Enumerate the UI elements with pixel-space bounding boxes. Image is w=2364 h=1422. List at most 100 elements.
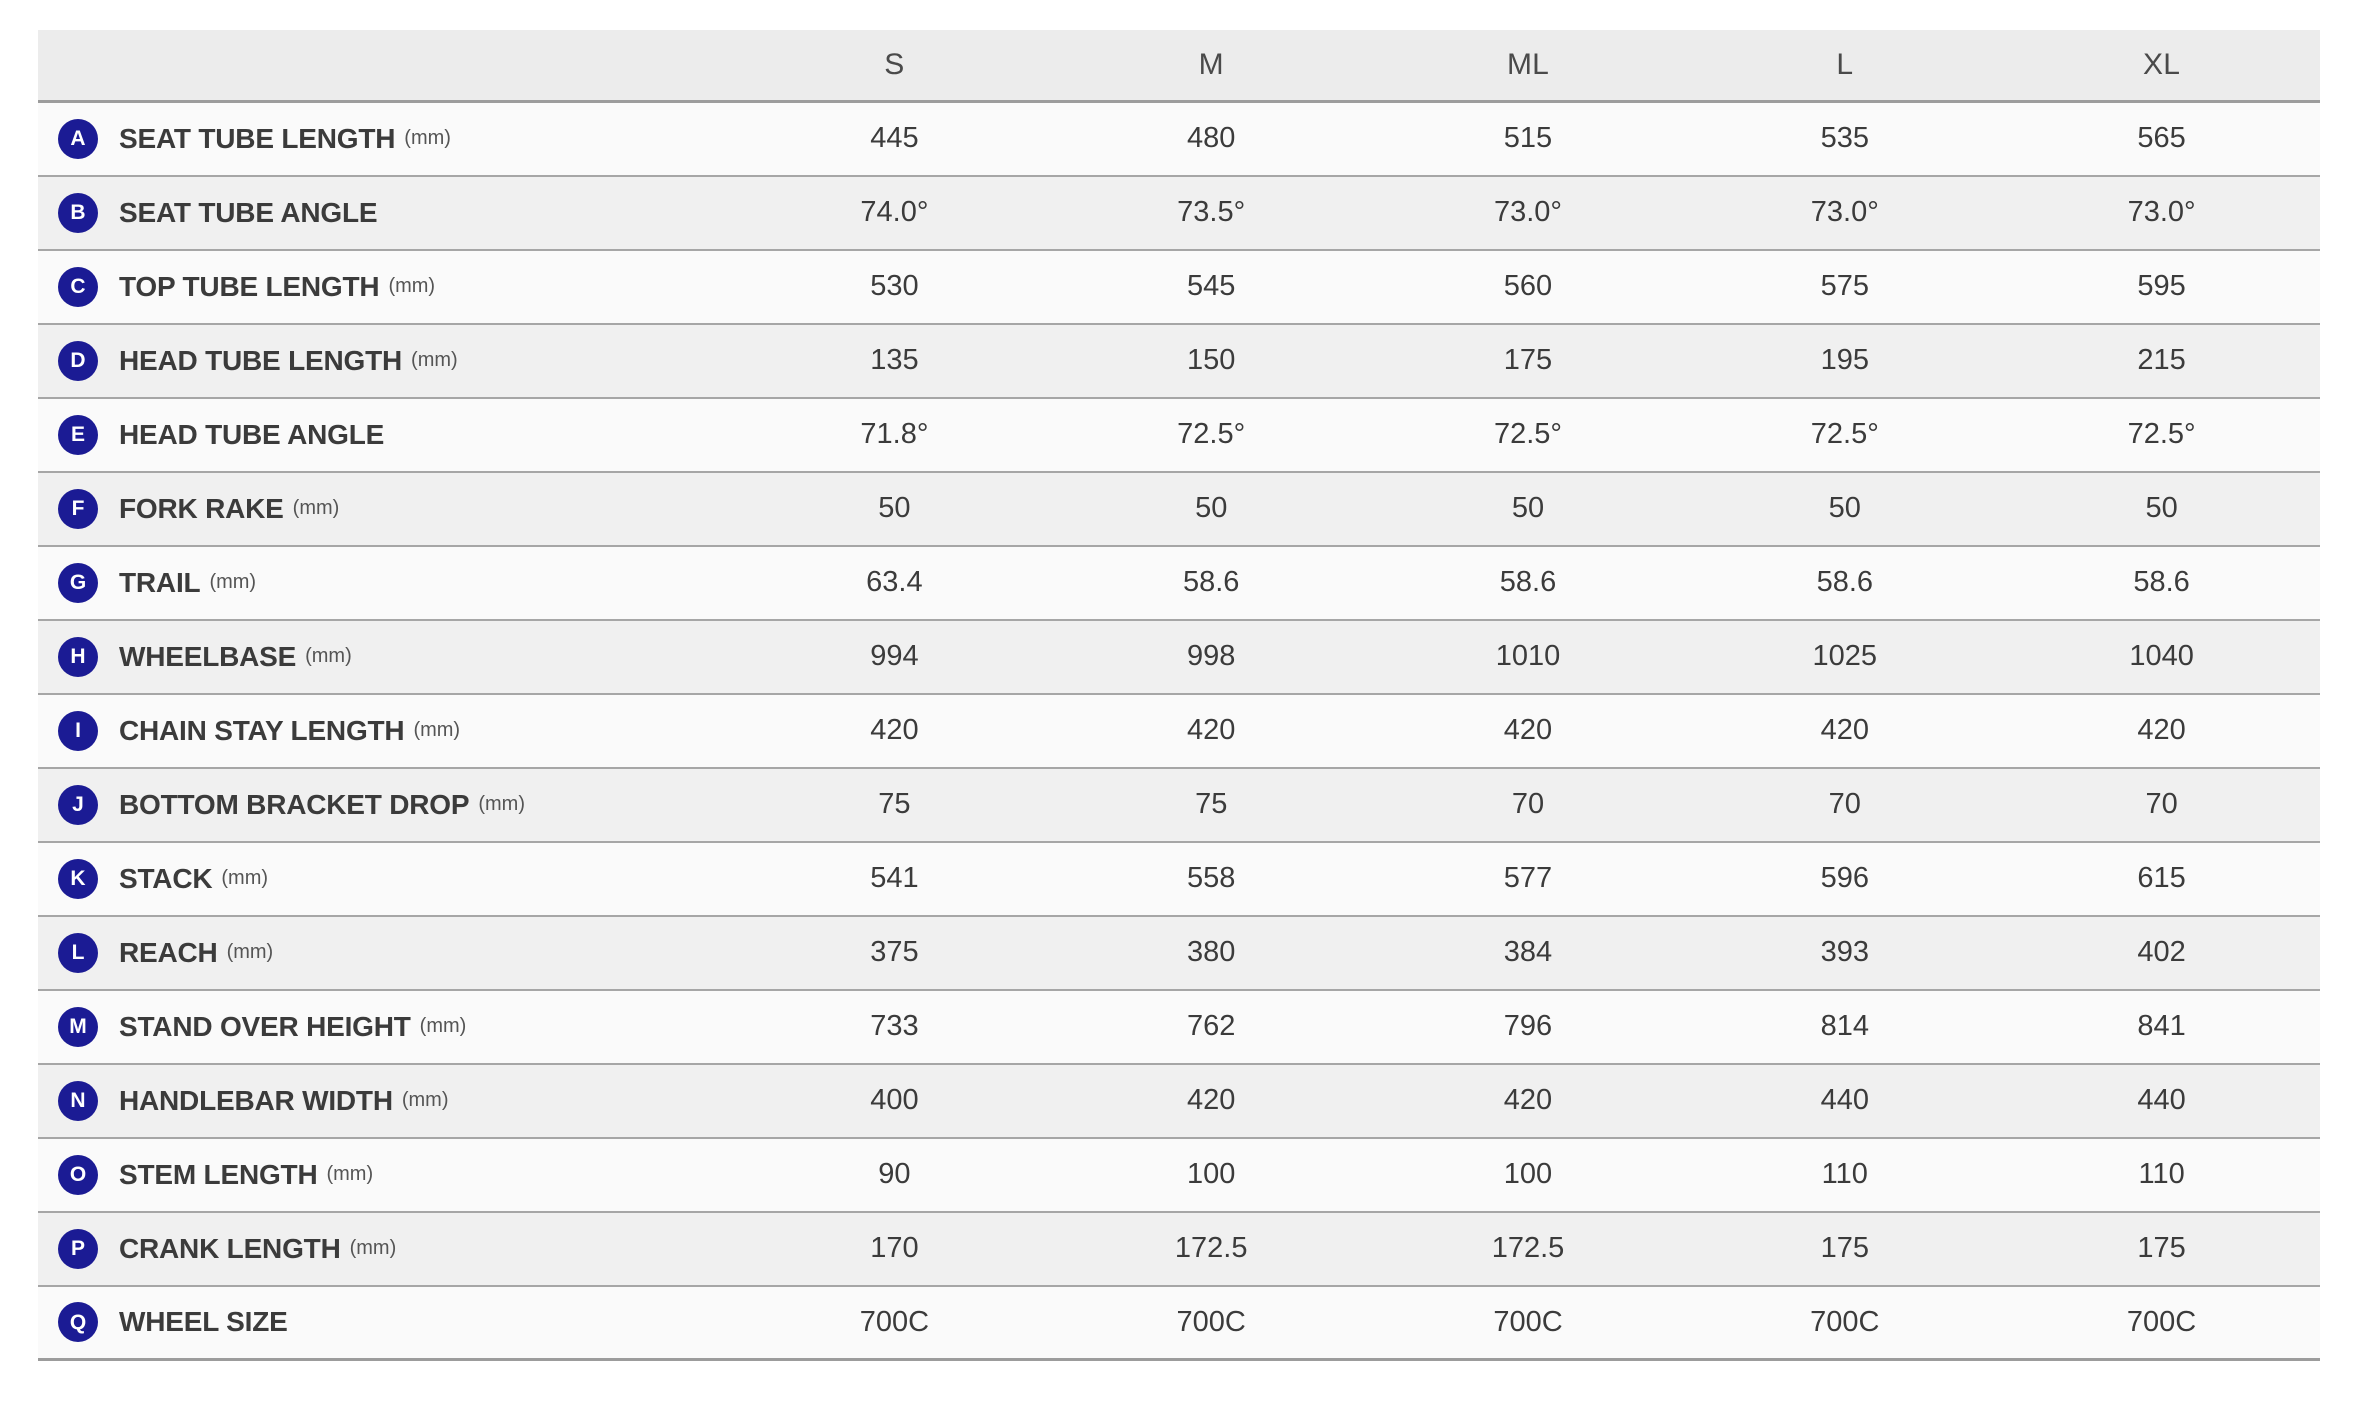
spec-value-xl: 215 [2137, 344, 2186, 376]
spec-label-group: O STEM LENGTH (mm) [58, 1154, 735, 1195]
size-header-row: S M ML L XL [38, 30, 2320, 103]
spec-value-s: 994 [870, 640, 919, 672]
spec-value-m: 150 [1187, 344, 1236, 376]
spec-value-xl: 70 [2145, 788, 2178, 820]
spec-value-xl: 565 [2137, 122, 2186, 155]
spec-label-group: I CHAIN STAY LENGTH (mm) [58, 710, 735, 751]
spec-value-ml: 515 [1503, 122, 1553, 155]
table-row: N HANDLEBAR WIDTH (mm) 400 420 420 440 4… [38, 1063, 2320, 1138]
spec-label: TRAIL [119, 566, 201, 598]
table-row: L REACH (mm) 375 380 384 393 402 [38, 915, 2320, 990]
spec-value-m: 58.6 [1182, 566, 1240, 598]
spec-value-ml: 172.5 [1491, 1232, 1565, 1264]
spec-value-s: 135 [870, 344, 919, 376]
spec-value-ml: 70 [1511, 788, 1545, 820]
spec-value-ml: 420 [1503, 714, 1553, 746]
letter-badge: B [58, 192, 98, 233]
spec-label: BOTTOM BRACKET DROP [119, 788, 470, 820]
table-row: O STEM LENGTH (mm) 90 100 100 110 110 [38, 1137, 2320, 1212]
table-row: F FORK RAKE (mm) 50 50 50 50 50 [38, 471, 2320, 546]
spec-label-group: E HEAD TUBE ANGLE [58, 414, 735, 455]
spec-label-cell: E HEAD TUBE ANGLE [38, 398, 736, 472]
spec-value-l: 58.6 [1816, 566, 1874, 598]
spec-value-m: 700C [1176, 1305, 1246, 1338]
spec-value-ml: 72.5° [1493, 418, 1563, 450]
spec-label-group: N HANDLEBAR WIDTH (mm) [58, 1080, 735, 1121]
letter-badge: H [58, 636, 98, 677]
spec-label: STEM LENGTH [119, 1158, 318, 1190]
letter-badge: M [58, 1006, 98, 1047]
spec-value-l: 575 [1820, 270, 1869, 302]
spec-value-xl: 175 [2137, 1232, 2186, 1264]
spec-label-cell: C TOP TUBE LENGTH (mm) [38, 250, 736, 324]
spec-unit: (mm) [413, 719, 461, 741]
table-row: Q WHEEL SIZE 700C 700C 700C 700C 700C [38, 1285, 2320, 1360]
spec-label-group: Q WHEEL SIZE [58, 1302, 735, 1343]
spec-label-group: M STAND OVER HEIGHT (mm) [58, 1006, 735, 1047]
spec-value-m: 100 [1187, 1158, 1236, 1190]
table-row: C TOP TUBE LENGTH (mm) 530 545 560 575 5… [38, 249, 2320, 324]
spec-unit: (mm) [349, 1237, 397, 1259]
letter-badge: E [58, 414, 98, 455]
letter-badge: K [58, 858, 98, 899]
spec-value-l: 535 [1820, 122, 1869, 155]
spec-label-group: J BOTTOM BRACKET DROP (mm) [58, 784, 735, 825]
spec-unit: (mm) [419, 1015, 467, 1037]
spec-unit: (mm) [221, 867, 269, 889]
spec-value-xl: 72.5° [2127, 418, 2196, 450]
spec-value-s: 733 [870, 1010, 919, 1042]
spec-label-cell: H WHEELBASE (mm) [38, 620, 736, 694]
spec-unit: (mm) [326, 1163, 374, 1185]
spec-value-l: 195 [1820, 344, 1869, 376]
spec-label-group: G TRAIL (mm) [58, 562, 735, 603]
spec-label-group: F FORK RAKE (mm) [58, 488, 735, 529]
size-column-header: XL [2003, 30, 2320, 103]
spec-label-cell: I CHAIN STAY LENGTH (mm) [38, 694, 736, 768]
spec-value-ml: 420 [1503, 1084, 1553, 1116]
spec-value-l: 440 [1820, 1084, 1869, 1116]
letter-badge: I [58, 710, 98, 751]
spec-value-xl: 420 [2137, 714, 2186, 746]
spec-value-xl: 595 [2137, 270, 2186, 302]
spec-label: REACH [119, 936, 218, 968]
spec-label-cell: J BOTTOM BRACKET DROP (mm) [38, 768, 736, 842]
spec-value-xl: 841 [2137, 1010, 2186, 1042]
geometry-table-container: S M ML L XL A SEAT TUBE LENGTH [38, 30, 2320, 1361]
letter-badge: N [58, 1080, 98, 1121]
spec-label-group: D HEAD TUBE LENGTH (mm) [58, 340, 735, 381]
spec-label: WHEELBASE [119, 640, 297, 672]
spec-label-group: A SEAT TUBE LENGTH (mm) [58, 118, 735, 159]
spec-value-xl: 110 [2138, 1158, 2185, 1190]
spec-value-s: 50 [878, 492, 911, 524]
spec-value-s: 75 [878, 788, 911, 820]
size-column-header: M [1052, 30, 1370, 103]
spec-label: SEAT TUBE LENGTH [119, 122, 396, 154]
spec-value-l: 596 [1820, 862, 1869, 894]
spec-label-group: B SEAT TUBE ANGLE [58, 192, 735, 233]
spec-value-ml: 796 [1503, 1010, 1553, 1042]
spec-value-l: 73.0° [1810, 196, 1879, 228]
spec-unit: (mm) [292, 497, 340, 519]
spec-value-m: 420 [1187, 1084, 1236, 1116]
spec-label: STAND OVER HEIGHT [119, 1010, 411, 1042]
geometry-table: S M ML L XL A SEAT TUBE LENGTH [38, 30, 2320, 1361]
spec-value-m: 420 [1187, 714, 1236, 746]
table-row: H WHEELBASE (mm) 994 998 1010 1025 1040 [38, 619, 2320, 694]
spec-value-l: 814 [1820, 1010, 1869, 1042]
spec-unit: (mm) [478, 793, 525, 815]
spec-value-ml: 100 [1503, 1158, 1553, 1190]
size-header: S M ML L XL [38, 30, 2320, 103]
spec-value-l: 420 [1820, 714, 1869, 746]
letter-badge: A [58, 118, 98, 159]
spec-value-s: 530 [870, 270, 919, 302]
spec-unit: (mm) [388, 275, 436, 297]
spec-unit: (mm) [226, 941, 274, 963]
spec-value-ml: 384 [1503, 936, 1553, 968]
spec-value-l: 70 [1828, 788, 1861, 820]
spec-label: CRANK LENGTH [119, 1232, 341, 1264]
table-row: B SEAT TUBE ANGLE 74.0° 73.5° 73.0° 73.0… [38, 175, 2320, 250]
spec-value-s: 375 [870, 936, 919, 968]
spec-value-xl: 402 [2137, 936, 2186, 968]
spec-value-ml: 577 [1503, 862, 1553, 894]
spec-value-xl: 615 [2137, 862, 2186, 894]
